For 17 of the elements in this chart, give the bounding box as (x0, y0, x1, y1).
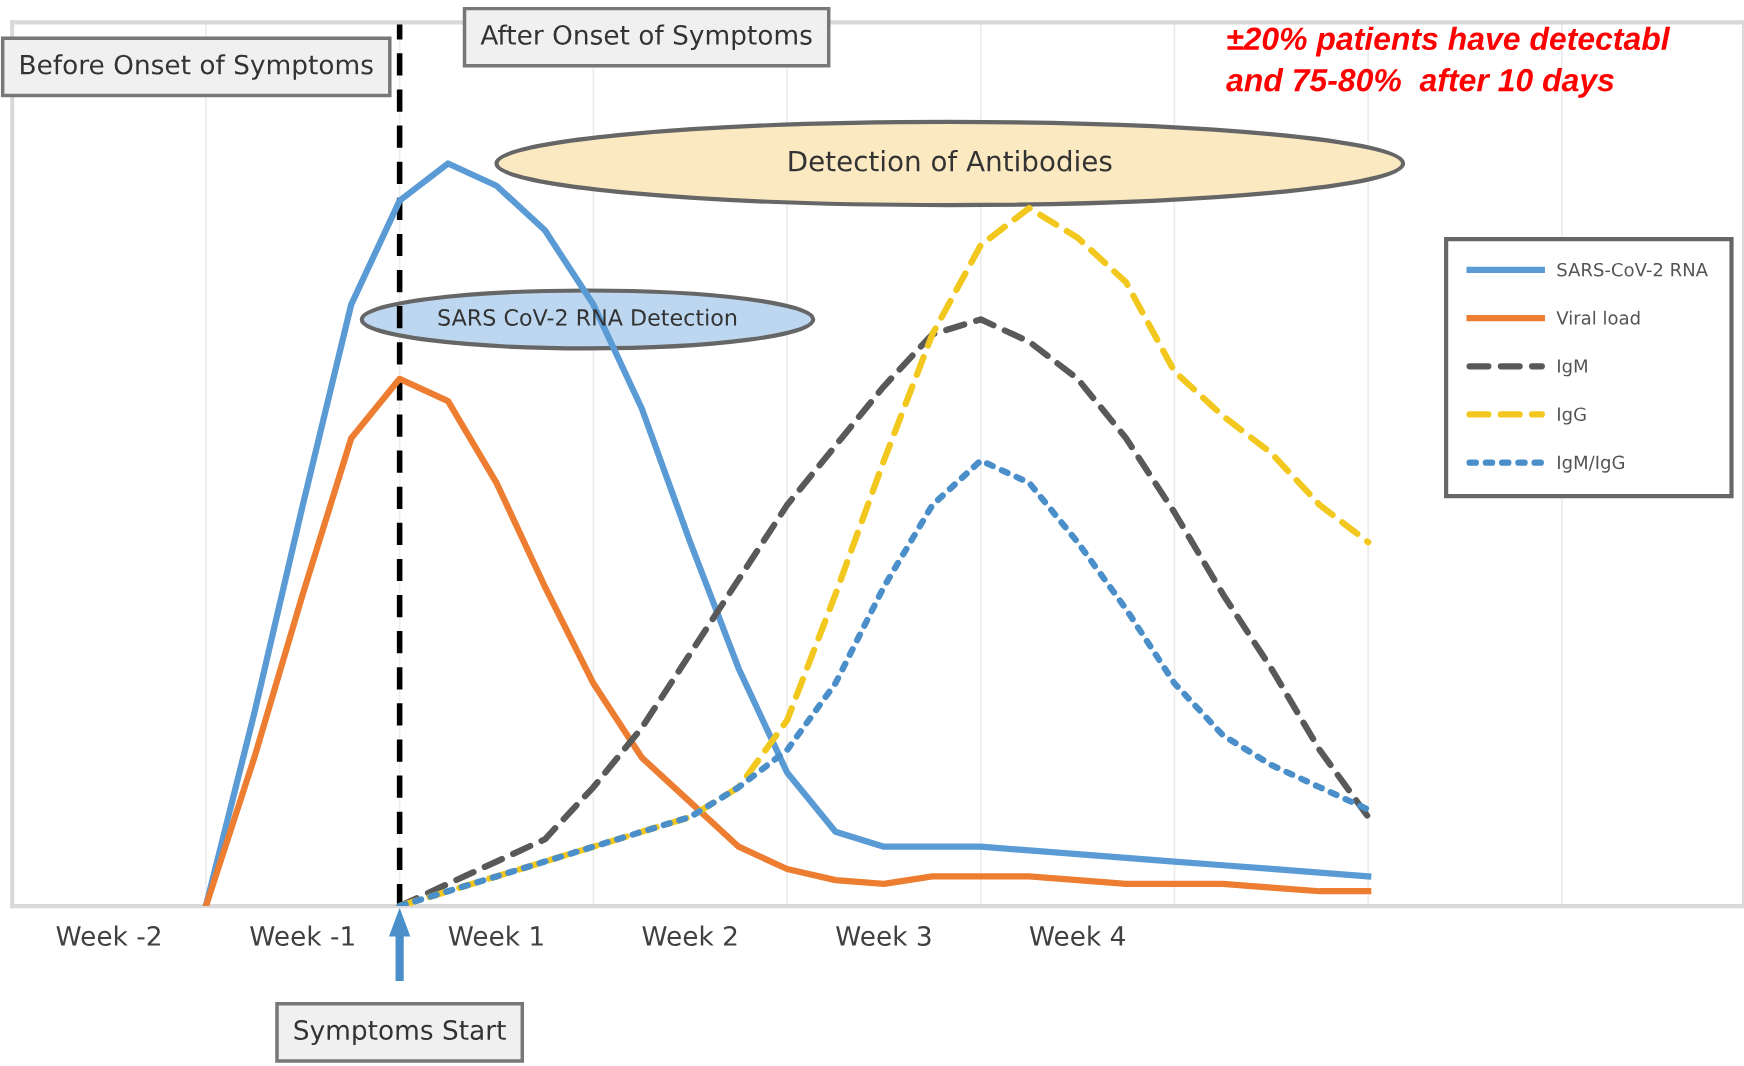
legend-label: IgM/IgG (1558, 455, 1625, 473)
legend-label: IgM (1558, 359, 1587, 377)
text: ±20% patients have detectabl and 75-80% after 10 days (1226, 26, 1671, 98)
x-tick-label: Week -1 (250, 925, 354, 946)
text: After Onset of Symptoms (480, 24, 812, 51)
annotation: SARS CoV-2 RNA Detection (438, 308, 737, 326)
x-tick-label: Week 1 (448, 925, 543, 946)
x-tick-label: Week 4 (1029, 925, 1125, 946)
legend-label: Viral load (1556, 310, 1640, 325)
text: Symptoms Start (294, 1020, 506, 1046)
legend-label: SARS-CoV-2 RNA (1557, 262, 1708, 277)
x-tick-label: Week 3 (836, 925, 931, 946)
legend-label: IgG (1558, 407, 1586, 425)
x-tick-label: Week 2 (642, 925, 737, 946)
annotation: Detection of Antibodies (789, 150, 1112, 172)
text: Before Onset of Symptoms (21, 54, 373, 80)
x-tick-label: Week -2 (56, 925, 160, 946)
